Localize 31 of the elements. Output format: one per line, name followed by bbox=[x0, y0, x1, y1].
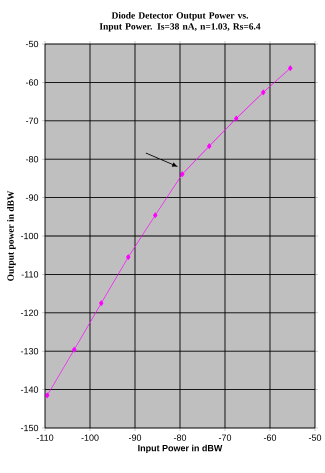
point bbox=[153, 212, 158, 218]
x-tick-label: -70 bbox=[219, 434, 232, 441]
x-tick-label: -80 bbox=[174, 434, 186, 441]
y-tick-label: -70 bbox=[26, 118, 38, 124]
x-axis-title: Input Power in dBW bbox=[138, 444, 222, 454]
point bbox=[261, 89, 266, 96]
chart-title: Diode Detector Output Power vs. Input Power. Is=38 nA, n=1.03, Rs=6.4 bbox=[100, 12, 261, 32]
y-axis-title: Output power in dBW bbox=[7, 190, 16, 281]
y-tick-label: -110 bbox=[22, 271, 38, 278]
y-tick-label: -120 bbox=[21, 310, 38, 316]
y-tick-label: -90 bbox=[26, 194, 38, 201]
y-tick-label: -150 bbox=[21, 424, 38, 432]
y-tick-label: -60 bbox=[26, 79, 38, 86]
point bbox=[45, 392, 50, 398]
x-tick-label: -90 bbox=[129, 434, 142, 441]
point bbox=[180, 171, 185, 178]
point bbox=[72, 346, 77, 353]
y-tick-label: -140 bbox=[21, 386, 38, 393]
x-tick-label: -50 bbox=[309, 434, 322, 441]
x-tick-label: -110 bbox=[36, 434, 54, 441]
y-tick-label: -100 bbox=[21, 232, 38, 240]
point bbox=[288, 65, 293, 72]
point bbox=[234, 116, 239, 122]
point bbox=[126, 254, 131, 260]
y-tick-label: -80 bbox=[26, 156, 38, 162]
point bbox=[207, 143, 212, 150]
point bbox=[99, 300, 104, 306]
x-tick-label: -60 bbox=[264, 434, 276, 441]
y-tick-label: -50 bbox=[26, 40, 38, 48]
x-tick-label: -100 bbox=[82, 434, 99, 441]
y-tick-label: -130 bbox=[21, 348, 38, 354]
